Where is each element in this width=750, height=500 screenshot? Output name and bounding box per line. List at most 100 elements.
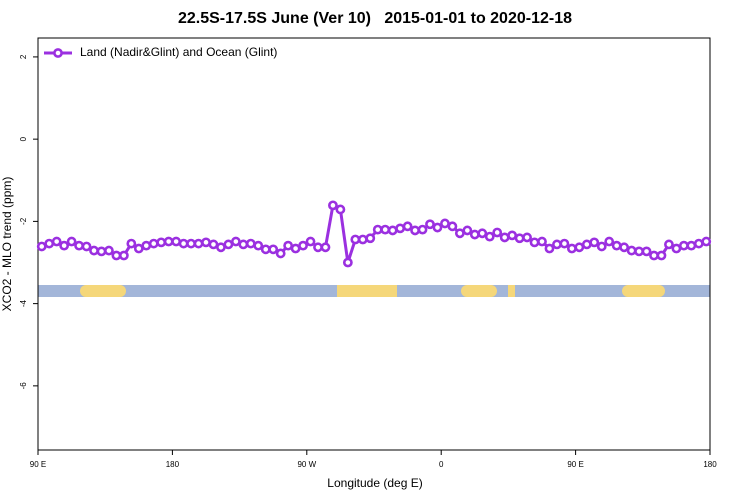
data-point bbox=[664, 239, 674, 250]
data-point bbox=[626, 245, 637, 256]
data-point bbox=[447, 221, 458, 232]
data-point bbox=[380, 224, 391, 235]
data-point bbox=[641, 246, 652, 257]
data-point bbox=[126, 238, 137, 249]
data-point bbox=[268, 244, 279, 255]
data-point bbox=[522, 232, 532, 243]
data-point bbox=[581, 239, 592, 250]
data-point bbox=[342, 257, 353, 268]
data-point bbox=[313, 242, 323, 253]
data-point bbox=[566, 243, 577, 254]
data-point bbox=[156, 237, 167, 248]
series-line bbox=[41, 203, 707, 263]
data-point bbox=[283, 240, 294, 251]
data-point bbox=[574, 242, 585, 253]
data-point bbox=[484, 231, 495, 242]
data-point bbox=[74, 240, 84, 251]
y-axis-label: XCO2 - MLO trend (ppm) bbox=[0, 177, 14, 312]
y-tick-label: 2 bbox=[19, 54, 28, 59]
data-point bbox=[477, 228, 488, 239]
data-point bbox=[671, 243, 682, 254]
data-point bbox=[604, 236, 615, 247]
data-point bbox=[454, 228, 465, 239]
data-point bbox=[328, 200, 338, 211]
data-point bbox=[634, 246, 644, 257]
data-point bbox=[118, 250, 129, 261]
data-point bbox=[223, 239, 234, 250]
data-point bbox=[320, 242, 331, 253]
data-point bbox=[395, 223, 406, 234]
x-tick-label: 90 E bbox=[567, 460, 583, 469]
data-point bbox=[678, 240, 689, 251]
data-point bbox=[402, 221, 413, 232]
data-point bbox=[230, 236, 241, 247]
data-point bbox=[298, 240, 308, 251]
data-point bbox=[410, 225, 420, 236]
data-point bbox=[552, 239, 562, 250]
data-point bbox=[51, 236, 62, 247]
land-patch bbox=[508, 285, 515, 297]
data-point bbox=[372, 224, 383, 235]
x-tick-label: 90 W bbox=[297, 460, 316, 469]
data-point bbox=[186, 238, 196, 249]
data-point bbox=[619, 242, 630, 253]
land-patch bbox=[337, 285, 397, 297]
data-point bbox=[253, 240, 264, 251]
data-point bbox=[208, 239, 219, 250]
data-point bbox=[492, 227, 503, 238]
data-point bbox=[529, 237, 540, 248]
data-point bbox=[36, 241, 47, 252]
data-point bbox=[148, 238, 159, 249]
data-point bbox=[387, 225, 398, 236]
data-point bbox=[163, 236, 174, 247]
data-point bbox=[469, 229, 480, 240]
data-point bbox=[238, 239, 249, 250]
data-point bbox=[589, 237, 600, 248]
data-point bbox=[559, 238, 570, 249]
data-point bbox=[432, 222, 443, 233]
data-point bbox=[335, 204, 346, 215]
y-tick-label: -6 bbox=[19, 382, 28, 390]
data-point bbox=[290, 243, 301, 254]
x-axis-label: Longitude (deg E) bbox=[327, 476, 422, 490]
data-point bbox=[596, 241, 607, 252]
x-tick-label: 0 bbox=[439, 460, 444, 469]
data-point bbox=[417, 224, 428, 235]
data-point bbox=[133, 243, 144, 254]
land-patch bbox=[80, 285, 126, 297]
data-point bbox=[141, 240, 152, 251]
data-point bbox=[178, 238, 189, 249]
land-patch bbox=[461, 285, 497, 297]
data-point bbox=[686, 240, 697, 251]
x-tick-label: 180 bbox=[703, 460, 717, 469]
data-point bbox=[171, 236, 182, 247]
x-tick-label: 90 E bbox=[30, 460, 46, 469]
legend-marker bbox=[53, 48, 63, 58]
data-point bbox=[440, 218, 450, 229]
y-tick-label: -2 bbox=[19, 217, 28, 225]
data-point bbox=[66, 236, 77, 247]
data-point bbox=[462, 225, 473, 236]
data-point bbox=[499, 232, 510, 243]
data-point bbox=[260, 244, 271, 255]
data-point bbox=[216, 242, 226, 253]
data-point bbox=[104, 245, 114, 256]
data-point bbox=[350, 234, 361, 245]
x-tick-label: 180 bbox=[166, 460, 180, 469]
data-point bbox=[693, 238, 704, 249]
data-point bbox=[275, 248, 286, 259]
data-point bbox=[111, 250, 122, 261]
data-point bbox=[96, 246, 107, 257]
chart-title: 22.5S-17.5S June (Ver 10) 2015-01-01 to … bbox=[178, 10, 572, 27]
data-point bbox=[514, 233, 525, 244]
data-point bbox=[611, 240, 622, 251]
data-point bbox=[537, 236, 547, 247]
data-point bbox=[701, 236, 712, 247]
data-point bbox=[544, 243, 555, 254]
land-ocean-strip bbox=[38, 285, 710, 297]
data-point bbox=[193, 238, 204, 249]
land-patch bbox=[622, 285, 665, 297]
data-point bbox=[44, 238, 55, 249]
y-tick-label: -4 bbox=[19, 300, 28, 308]
